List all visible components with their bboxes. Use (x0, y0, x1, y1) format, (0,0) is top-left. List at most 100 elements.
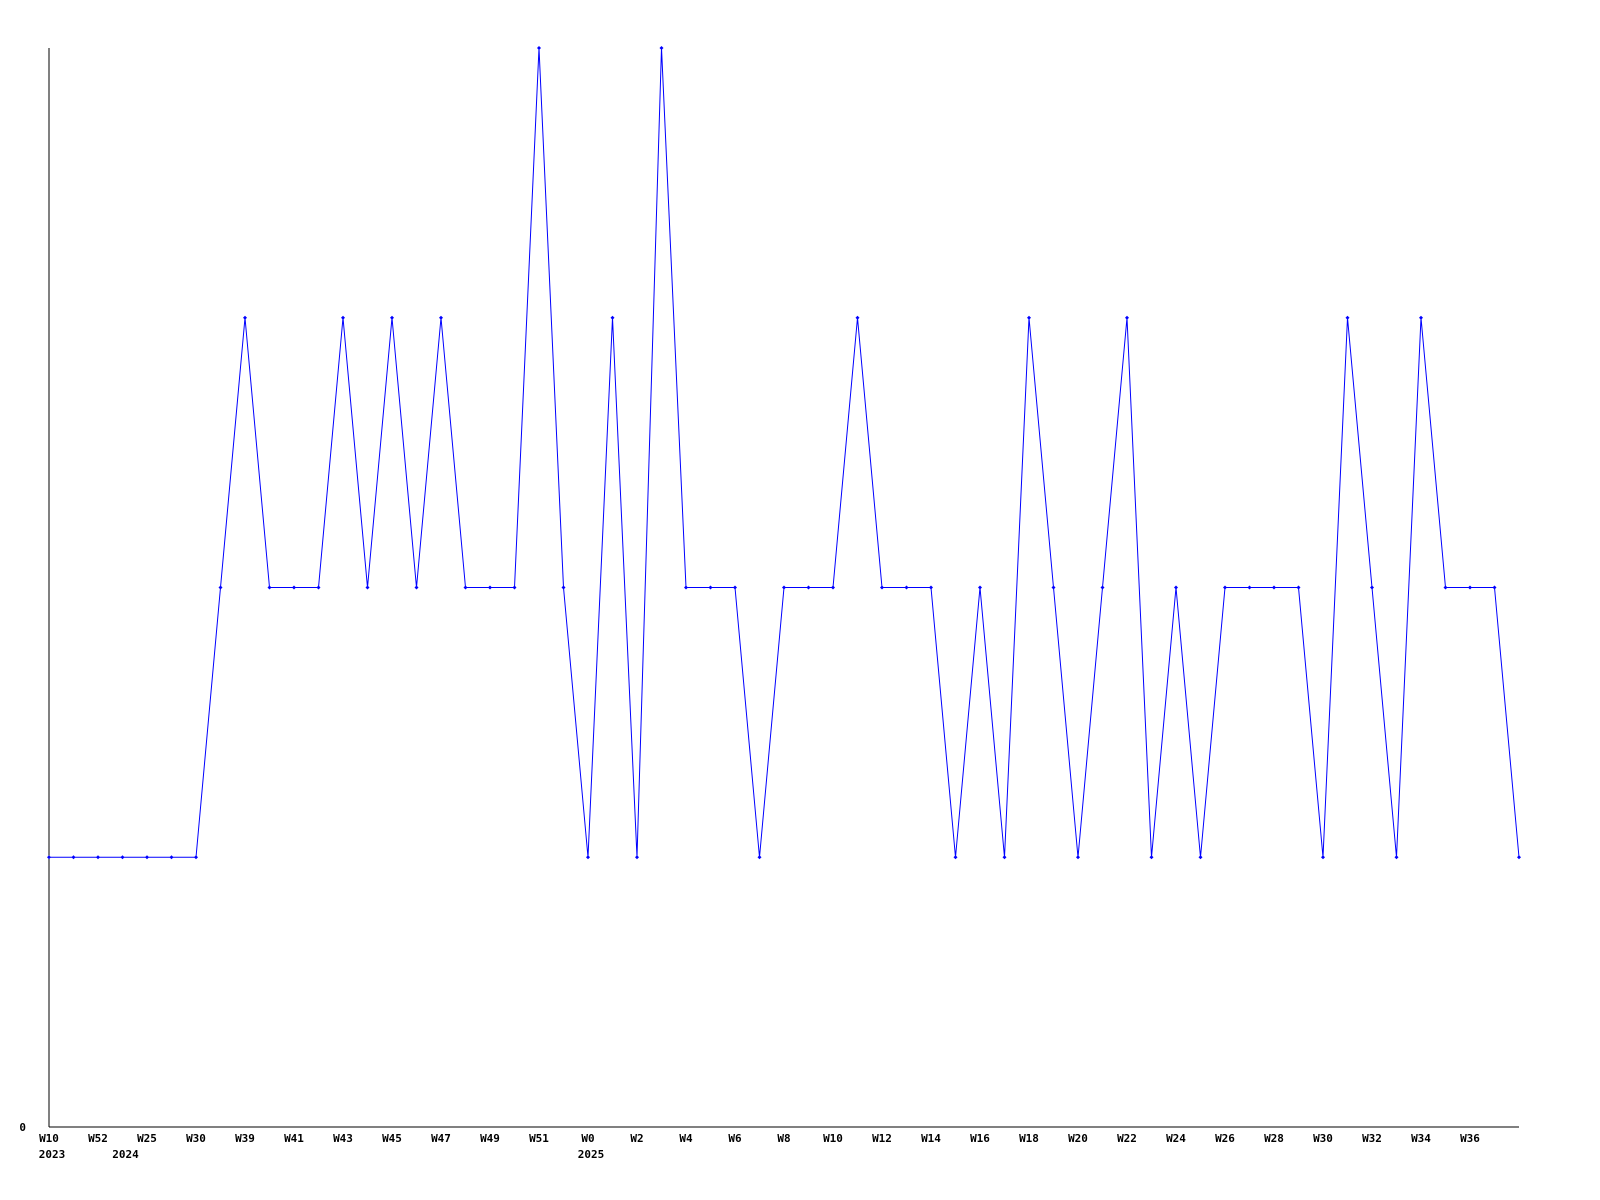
x-tick-label: W8 (777, 1132, 790, 1145)
x-tick-label: W20 (1068, 1132, 1088, 1145)
data-point (47, 855, 51, 860)
data-point (341, 315, 345, 320)
data-point (757, 855, 762, 860)
data-point (1296, 585, 1301, 590)
data-point (316, 585, 321, 590)
data-point (806, 585, 811, 590)
data-point (243, 315, 247, 320)
data-point (145, 855, 149, 860)
x-tick-label: W10 (39, 1132, 59, 1145)
data-point (978, 585, 982, 590)
data-point (1027, 315, 1031, 320)
data-point (1321, 855, 1325, 860)
data-point (1002, 855, 1007, 860)
data-point (684, 585, 688, 590)
data-point (831, 585, 835, 590)
data-point (561, 585, 566, 590)
year-label: 2024 (112, 1148, 139, 1161)
data-point (1174, 585, 1178, 590)
x-tick-label: W0 (581, 1132, 594, 1145)
data-point (1492, 585, 1497, 590)
data-point (512, 585, 517, 590)
data-point (194, 855, 198, 860)
data-point (586, 855, 590, 860)
year-label: 2025 (578, 1148, 605, 1161)
x-tick-label: W34 (1411, 1132, 1431, 1145)
series-line (47, 46, 1521, 860)
axes (48, 48, 1519, 1128)
data-point (1419, 315, 1423, 320)
data-point (1370, 585, 1374, 590)
data-point (953, 855, 958, 860)
data-point (659, 46, 664, 50)
data-point (1468, 585, 1472, 590)
x-tick-label: W16 (970, 1132, 990, 1145)
x-tick-label: W43 (333, 1132, 353, 1145)
data-point (169, 855, 174, 860)
data-point (1345, 315, 1350, 320)
data-point (1149, 855, 1154, 860)
data-point (439, 315, 443, 320)
data-point (488, 585, 492, 590)
x-tick-label: W25 (137, 1132, 157, 1145)
x-tick-label: W18 (1019, 1132, 1039, 1145)
data-point (904, 585, 909, 590)
x-tick-label: W12 (872, 1132, 892, 1145)
data-point (635, 855, 639, 860)
x-tick-label: W14 (921, 1132, 941, 1145)
x-tick-label: W4 (679, 1132, 693, 1145)
x-tick-label: W36 (1460, 1132, 1480, 1145)
x-tick-label: W51 (529, 1132, 549, 1145)
x-tick-label: W32 (1362, 1132, 1382, 1145)
data-point (929, 585, 933, 590)
data-point (71, 855, 76, 860)
axis-labels: 0 W10 W52 W25 W30 W39 W41 W43 W45 W47 W49 W51 W0 W2 W4… (19, 1121, 1480, 1161)
data-point (1076, 855, 1080, 860)
data-point (733, 585, 737, 590)
x-tick-label: W47 (431, 1132, 451, 1145)
data-point (1247, 585, 1252, 590)
x-tick-label: W52 (88, 1132, 108, 1145)
data-point (1394, 855, 1399, 860)
data-point (463, 585, 468, 590)
data-point (1100, 585, 1105, 590)
data-point (1198, 855, 1203, 860)
data-point (1443, 585, 1448, 590)
x-tick-label: W10 (823, 1132, 843, 1145)
x-tick-label: W30 (1313, 1132, 1333, 1145)
x-tick-label: W2 (630, 1132, 643, 1145)
x-tick-label: W24 (1166, 1132, 1186, 1145)
x-tick-label: W22 (1117, 1132, 1137, 1145)
data-point (218, 585, 223, 590)
data-point (1223, 585, 1227, 590)
data-point (1517, 855, 1521, 860)
data-point (708, 585, 713, 590)
data-point (1051, 585, 1056, 590)
data-point (365, 585, 370, 590)
data-point (120, 855, 125, 860)
data-point (292, 585, 296, 590)
data-point (880, 585, 884, 590)
y-tick-label: 0 (19, 1121, 26, 1134)
data-point (96, 855, 100, 860)
data-point (267, 585, 272, 590)
x-tick-label: W45 (382, 1132, 402, 1145)
x-tick-label: W28 (1264, 1132, 1284, 1145)
x-tick-label: W26 (1215, 1132, 1235, 1145)
x-tick-label: W39 (235, 1132, 255, 1145)
x-tick-label: W6 (728, 1132, 742, 1145)
x-tick-label: W30 (186, 1132, 206, 1145)
data-point (390, 315, 394, 320)
data-point (782, 585, 786, 590)
data-point (855, 315, 860, 320)
x-tick-label: W49 (480, 1132, 500, 1145)
year-label: 2023 (39, 1148, 66, 1161)
data-point (537, 46, 541, 50)
data-point (1272, 585, 1276, 590)
data-point (1125, 315, 1129, 320)
data-point (610, 315, 615, 320)
x-tick-label: W41 (284, 1132, 304, 1145)
data-point (414, 585, 419, 590)
series-polyline (49, 47, 1520, 858)
